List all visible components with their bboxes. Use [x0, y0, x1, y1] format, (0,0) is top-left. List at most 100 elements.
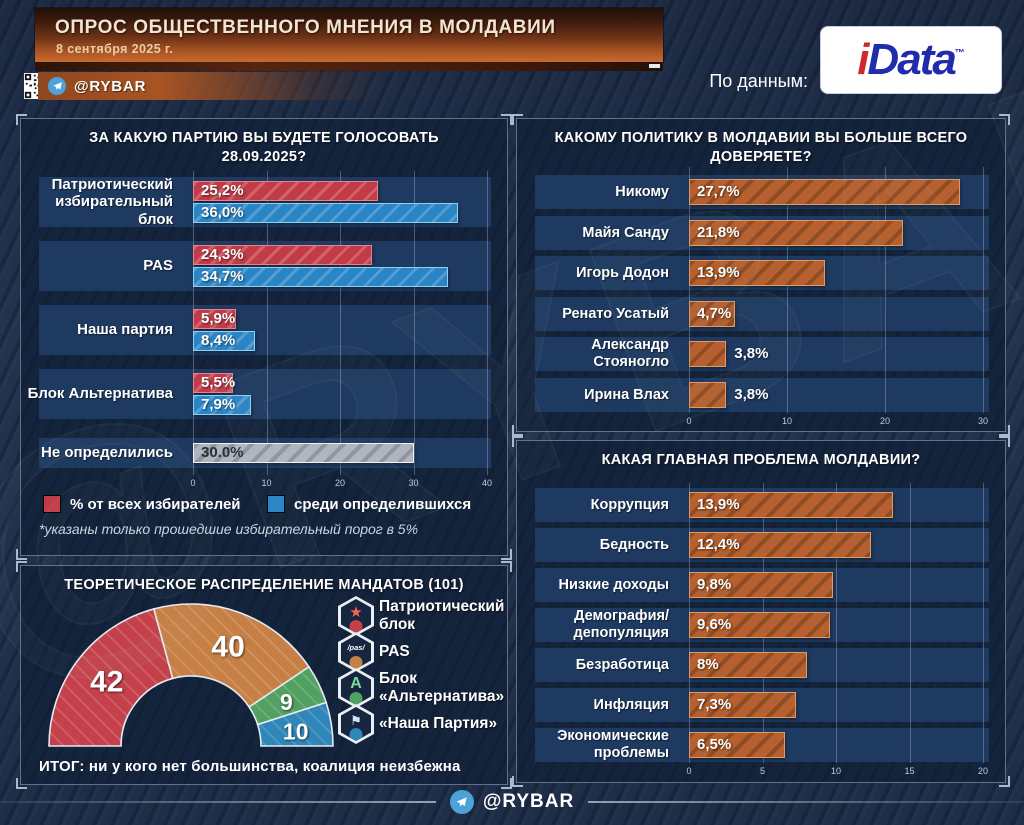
row-label-line: Инфляция [593, 696, 669, 713]
row-label-line: Безработица [575, 656, 669, 673]
legend-item: % от всех избирателей [43, 495, 241, 513]
axis-tick-label: 20 [879, 416, 891, 426]
value-label: 27,7% [697, 183, 740, 200]
bar [689, 732, 785, 758]
corner-bracket [999, 436, 1010, 447]
bar [689, 652, 807, 678]
telegram-icon [449, 790, 474, 814]
row-label: Блок Альтернатива [21, 369, 183, 419]
bar [193, 331, 255, 351]
grid-line [413, 171, 415, 475]
source-attribution: По данным: iData™ [709, 26, 1002, 94]
grid-line [340, 171, 341, 475]
corner-bracket [999, 425, 1010, 436]
grid-line [266, 171, 268, 475]
value-label: 8% [697, 656, 719, 673]
row-label-line: PAS [143, 257, 173, 275]
row-label: Инфляция [517, 688, 679, 722]
donut-slice-hatch [153, 604, 309, 707]
bar [193, 309, 237, 329]
corner-bracket [512, 114, 523, 125]
value-label: 36,0% [201, 204, 244, 221]
party-badge-inner: /pas/ [341, 635, 371, 669]
row-label-line: Не определились [41, 444, 173, 462]
value-label: 24,3% [201, 246, 244, 263]
panel-title-line: ДОВЕРЯЕТЕ? [710, 148, 812, 165]
bar [689, 301, 736, 327]
donut-slice-value: 40 [211, 631, 244, 664]
row-label: Патриотический избирательный блок [21, 176, 183, 228]
axis-tick-label: 20 [334, 478, 346, 488]
row-label: Низкие доходы [517, 568, 679, 602]
row-label-line: Низкие доходы [558, 576, 669, 593]
bar [193, 181, 379, 201]
row-label-line: Александр Стояногло [591, 337, 669, 370]
bar [193, 267, 449, 287]
row-label: Ирина Влах [517, 378, 679, 412]
party-color-dot [349, 728, 363, 741]
panel-title-line: 28.09.2025? [221, 148, 307, 165]
conclusion-text: ИТОГ: ни у кого нет большинства, коалици… [39, 758, 461, 775]
corner-bracket [512, 425, 523, 436]
party-badge: /pas/ [338, 632, 374, 672]
corner-bracket [501, 549, 512, 560]
axis-tick-label: 0 [190, 478, 196, 488]
panel-politician-trust: КАКОМУ ПОЛИТИКУ В МОЛДАВИИ ВЫ БОЛЬШЕ ВСЕ… [512, 114, 1010, 436]
legend-label-line: Блок [379, 670, 418, 688]
row-label: Александр Стояногло [517, 337, 679, 371]
axis-tick-label: 10 [830, 766, 842, 776]
row-band [535, 337, 989, 371]
party-badge-inner: ⚑ [341, 707, 371, 741]
bar [689, 572, 834, 598]
legend-label: % от всех избирателей [70, 495, 241, 513]
footer-channel-handle: @RYBAR [482, 791, 575, 812]
panel-title: ЗА КАКУЮ ПАРТИЮ ВЫ БУДЕТЕ ГОЛОСОВАТЬ 28.0… [27, 129, 501, 167]
row-label: Безработица [517, 648, 679, 682]
panel-title: КАКОМУ ПОЛИТИКУ В МОЛДАВИИ ВЫ БОЛЬШЕ ВСЕ… [523, 129, 999, 167]
row-label: Майя Санду [517, 216, 679, 250]
axis-tick-label: 10 [261, 478, 272, 488]
panel-title: КАКАЯ ГЛАВНАЯ ПРОБЛЕМА МОЛДАВИИ? [523, 451, 999, 470]
value-label: 25,2% [201, 182, 244, 199]
bar [689, 612, 831, 638]
axis-tick-label: 0 [686, 766, 692, 776]
corner-bracket [999, 114, 1010, 125]
value-label: 5,5% [201, 374, 236, 391]
row-label: Бедность [517, 528, 679, 562]
row-label-line: Бедность [599, 536, 669, 553]
party-badge: A [338, 668, 374, 708]
corner-bracket [501, 778, 512, 789]
party-badge: ⚑ [338, 704, 374, 744]
party-badge: ★ [338, 596, 374, 636]
party-color-dot [349, 620, 363, 633]
value-label: 4,7% [697, 305, 732, 322]
footer: @RYBAR [0, 786, 1024, 818]
party-color-dot [349, 656, 363, 669]
mandates-donut: 42 40 9 10 [35, 594, 375, 771]
corner-bracket [16, 549, 27, 560]
row-label-line: депопуляция [573, 625, 669, 641]
value-label: 9,8% [697, 576, 732, 593]
bar [193, 395, 252, 415]
axis-tick-label: 20 [977, 766, 989, 776]
legend-label-line: Патриотический [379, 598, 505, 616]
idata-logo: iData™ [820, 26, 1002, 94]
idata-rest: Data [867, 35, 956, 84]
panel-title: ТЕОРЕТИЧЕСКОЕ РАСПРЕДЕЛЕНИЕ МАНДАТОВ (10… [27, 576, 501, 595]
page-date: 8 сентября 2025 г. [56, 42, 174, 56]
corner-bracket [16, 114, 27, 125]
row-label-line: Наша партия [77, 321, 173, 339]
page-title: ОПРОС ОБЩЕСТВЕННОГО МНЕНИЯ В МОЛДАВИИ [55, 17, 556, 38]
legend-label-line: «Альтернатива» [379, 688, 505, 705]
row-band [39, 369, 491, 419]
bar [689, 341, 727, 367]
bar [689, 492, 894, 518]
footer-channel-badge: @RYBAR [449, 790, 575, 814]
axis-tick-label: 30 [408, 478, 419, 488]
party-color-dot [349, 692, 363, 705]
bar [689, 260, 826, 286]
channel-handle: @RYBAR [74, 77, 147, 95]
legend-swatch [43, 495, 61, 513]
legend-label: Блок «Альтернатива» [379, 668, 507, 708]
axis-tick-label: 40 [481, 478, 493, 488]
